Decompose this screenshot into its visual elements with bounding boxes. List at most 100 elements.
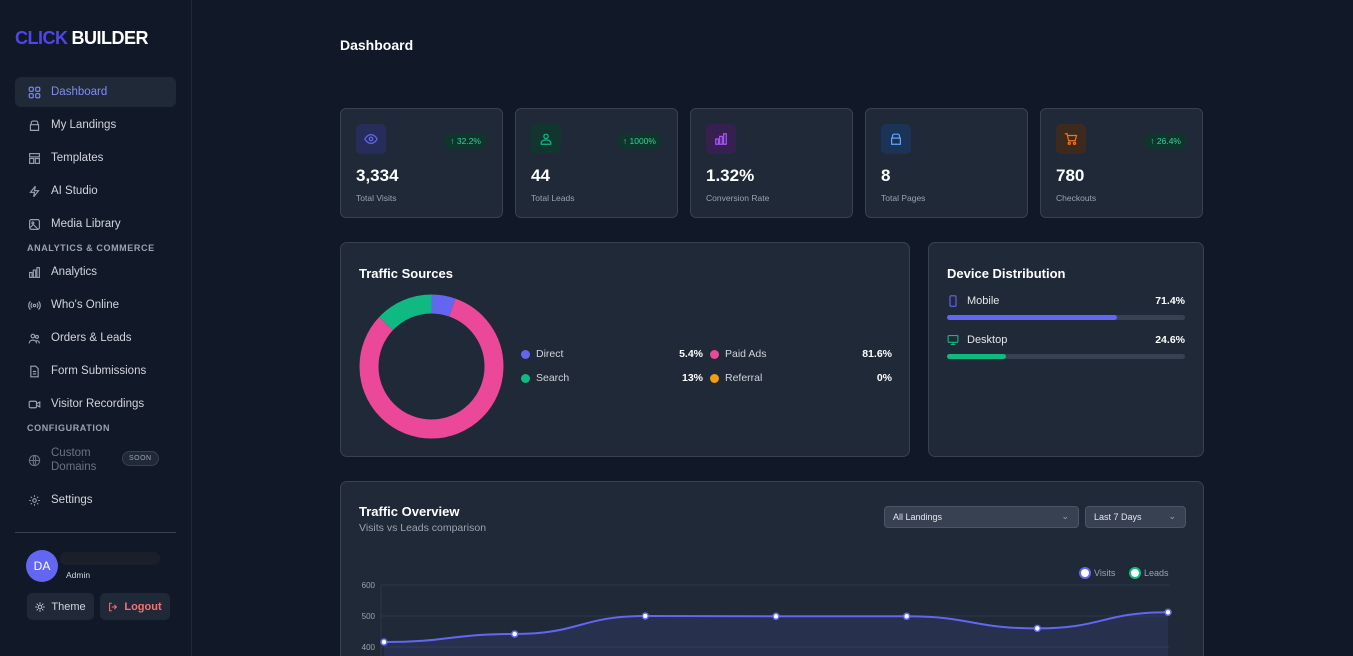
y-tick-label: 600 xyxy=(362,581,376,590)
custom-domains-label: Custom Domains xyxy=(51,446,96,474)
visits-point[interactable] xyxy=(380,638,388,646)
traffic-overview-card: Traffic Overview Visits vs Leads compari… xyxy=(340,481,1204,656)
legend-direct: Direct xyxy=(521,348,563,360)
brand-logo[interactable]: CLICK BUILDER xyxy=(15,28,148,49)
donut-slice-search[interactable] xyxy=(359,294,504,439)
visits-point[interactable] xyxy=(641,612,650,620)
legend-paid-ads: Paid Ads xyxy=(710,348,766,360)
sidebar-item-visitor-recordings[interactable]: Visitor Recordings xyxy=(15,389,176,419)
custom-domains-line-1: Custom xyxy=(51,447,91,459)
landing-filter-select[interactable]: All Landings ⌄ xyxy=(884,506,1079,528)
page-title: Dashboard xyxy=(340,37,414,53)
document-icon xyxy=(27,364,41,378)
sidebar-item-label: AI Studio xyxy=(51,185,98,197)
stat-value: 3,334 xyxy=(356,166,399,185)
visits-point[interactable] xyxy=(902,612,911,621)
legend-direct-pct: 5.4% xyxy=(679,348,703,360)
device-desktop-bar xyxy=(947,354,1185,359)
device-distribution-card: Device Distribution Mobile 71.4% Desktop… xyxy=(928,242,1204,457)
monitor-icon xyxy=(947,334,959,346)
layers-icon xyxy=(881,124,911,154)
date-range-select[interactable]: Last 7 Days ⌄ xyxy=(1085,506,1186,528)
sidebar-item-custom-domains: Custom Domains SOON xyxy=(15,444,176,476)
visits-point[interactable] xyxy=(772,612,780,621)
broadcast-icon xyxy=(27,298,41,312)
device-desktop: Desktop xyxy=(947,334,1007,346)
grid-icon xyxy=(27,85,41,99)
sidebar-item-dashboard[interactable]: Dashboard xyxy=(15,77,176,107)
stat-card-total-pages: 8 Total Pages xyxy=(865,108,1028,218)
stat-label: Total Leads xyxy=(531,193,575,203)
bolt-icon xyxy=(27,184,41,198)
custom-domains-line-2: Domains xyxy=(51,461,97,473)
stat-label: Conversion Rate xyxy=(706,193,770,203)
card-subtitle: Visits vs Leads comparison xyxy=(359,522,487,534)
y-tick-label: 500 xyxy=(362,612,376,621)
sidebar-item-templates[interactable]: Templates xyxy=(15,143,176,173)
legend-referral-pct: 0% xyxy=(876,372,892,384)
sidebar-item-settings[interactable]: Settings xyxy=(15,485,176,515)
sun-icon xyxy=(35,601,46,612)
sidebar-item-label: Form Submissions xyxy=(51,365,147,377)
sidebar-item-label: Orders & Leads xyxy=(51,332,132,344)
legend-visits[interactable]: Visits xyxy=(1079,567,1115,579)
sidebar-item-orders-leads[interactable]: Orders & Leads xyxy=(15,323,176,353)
device-mobile: Mobile xyxy=(947,295,999,307)
stat-card-total-visits: ↑ 32.2% 3,334 Total Visits xyxy=(340,108,503,218)
visits-point[interactable] xyxy=(1033,624,1042,633)
sidebar-item-label: Dashboard xyxy=(51,86,108,98)
sidebar: CLICK BUILDER Dashboard My Landings Templ… xyxy=(0,0,192,656)
user-name xyxy=(60,552,160,565)
sidebar-item-ai-studio[interactable]: AI Studio xyxy=(15,176,176,206)
sidebar-item-my-landings[interactable]: My Landings xyxy=(15,110,176,140)
stat-value: 780 xyxy=(1056,166,1085,185)
traffic-sources-donut xyxy=(359,294,504,439)
device-mobile-bar xyxy=(947,315,1185,320)
video-icon xyxy=(27,397,41,411)
visits-point[interactable] xyxy=(1164,608,1172,617)
cart-icon xyxy=(1056,124,1086,154)
users-icon xyxy=(27,331,41,345)
stat-card-checkouts: ↑ 26.4% 780 Checkouts xyxy=(1040,108,1203,218)
legend-leads[interactable]: Leads xyxy=(1129,567,1169,579)
legend-paid-ads-pct: 81.6% xyxy=(862,348,892,360)
sidebar-item-label: Who's Online xyxy=(51,299,120,311)
stat-value: 8 xyxy=(881,166,891,185)
sidebar-item-label: Media Library xyxy=(51,218,121,230)
sidebar-item-analytics[interactable]: Analytics xyxy=(15,257,176,287)
logout-button[interactable]: Logout xyxy=(100,593,170,620)
sidebar-item-label: My Landings xyxy=(51,119,117,131)
trend-badge: ↑ 26.4% xyxy=(1144,133,1187,149)
stat-card-total-leads: ↑ 1000% 44 Total Leads xyxy=(515,108,678,218)
stat-label: Total Visits xyxy=(356,193,397,203)
sidebar-item-label: Visitor Recordings xyxy=(51,398,145,410)
y-tick-label: 400 xyxy=(362,643,376,652)
globe-icon xyxy=(27,453,41,467)
sidebar-item-form-submissions[interactable]: Form Submissions xyxy=(15,356,176,386)
stat-label: Checkouts xyxy=(1056,193,1097,203)
sidebar-item-media-library[interactable]: Media Library xyxy=(15,209,176,239)
card-title: Device Distribution xyxy=(947,266,1066,281)
trend-badge: ↑ 1000% xyxy=(616,133,662,149)
legend-referral: Referral xyxy=(710,372,762,384)
stat-card-conversion-rate: 1.32% Conversion Rate xyxy=(690,108,853,218)
stat-value: 44 xyxy=(531,166,550,185)
avatar[interactable]: DA xyxy=(26,550,58,582)
chevron-down-icon: ⌄ xyxy=(1168,511,1176,521)
visits-point[interactable] xyxy=(510,630,519,638)
legend-search-pct: 13% xyxy=(681,372,703,384)
user-role: Admin xyxy=(66,570,91,580)
theme-button-label: Theme xyxy=(51,600,86,613)
traffic-sources-card: Traffic Sources Direct 5.4% Paid Ads 81.… xyxy=(340,242,910,457)
chevron-down-icon: ⌄ xyxy=(1061,511,1069,521)
section-label-configuration: CONFIGURATION xyxy=(27,423,111,433)
user-icon xyxy=(531,124,561,154)
soon-badge: SOON xyxy=(122,451,159,466)
phone-icon xyxy=(949,295,957,307)
device-mobile-pct: 71.4% xyxy=(1155,295,1185,307)
donut-slice-paid-ads[interactable] xyxy=(359,294,504,439)
stat-value: 1.32% xyxy=(706,166,755,185)
sidebar-item-whos-online[interactable]: Who's Online xyxy=(15,290,176,320)
theme-button[interactable]: Theme xyxy=(27,593,94,620)
logout-button-label: Logout xyxy=(124,600,162,613)
